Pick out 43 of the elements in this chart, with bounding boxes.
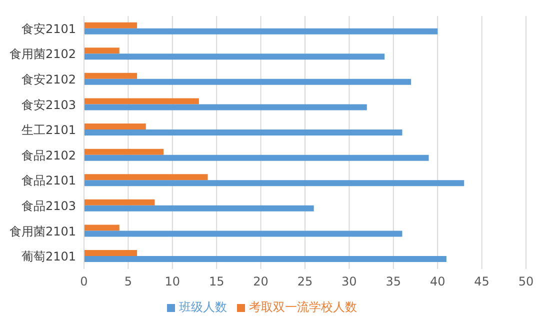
bar [84,22,138,28]
y-tick-label: 葡萄2101 [21,250,76,264]
bar [84,199,155,206]
bar [84,124,146,130]
y-tick-label: 食品2101 [21,174,76,188]
y-tick-label: 食品2103 [21,199,76,214]
legend-label: 班级人数 [179,300,227,314]
bar [84,54,385,60]
x-tick-label: 40 [430,274,446,289]
x-tick-label: 35 [386,274,402,289]
bar [84,250,138,256]
bar [84,72,138,79]
bar [84,256,446,262]
legend-label: 考取双一流学校人数 [249,300,357,314]
x-tick-label: 20 [253,274,268,289]
bar [84,28,438,34]
y-tick-label: 生工2101 [21,123,76,138]
bar [84,48,120,54]
bar [84,154,429,161]
bar [84,148,164,155]
bar [84,104,367,110]
bar [84,98,199,104]
x-tick-label: 5 [124,274,132,289]
y-tick-label: 食安2103 [21,98,76,112]
x-tick-label: 15 [208,274,224,289]
y-tick-label: 食用菌2102 [9,47,76,62]
bar [84,230,402,237]
x-tick-label: 45 [474,274,490,289]
y-tick-label: 食用菌2101 [9,224,76,238]
y-tick-label: 食安2101 [21,22,76,36]
x-tick-label: 0 [80,274,88,289]
y-tick-label: 食安2102 [21,72,76,87]
bar [84,130,402,136]
y-tick-label: 食品2102 [21,148,76,162]
bar [84,205,314,212]
bar [84,180,464,186]
x-tick-label: 10 [164,274,180,289]
x-tick-label: 25 [297,274,313,289]
bar [84,174,208,180]
x-tick-label: 30 [342,274,357,289]
x-tick-label: 50 [518,274,534,289]
bar [84,224,120,231]
bar [84,78,412,85]
